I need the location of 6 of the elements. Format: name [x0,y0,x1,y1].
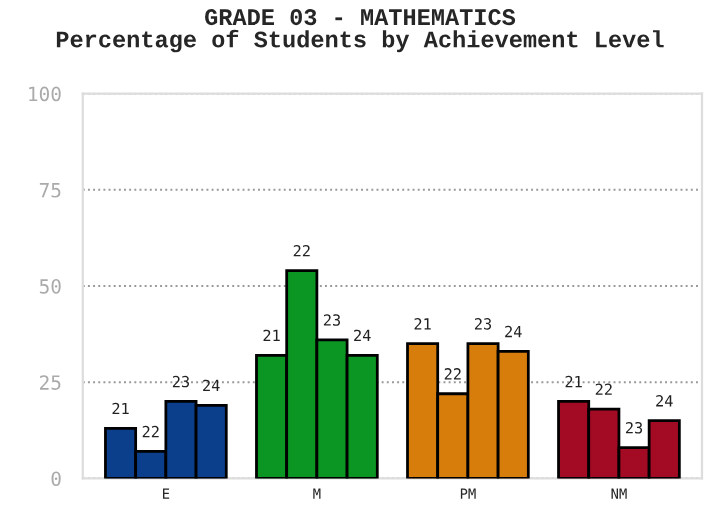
chart-title: GRADE 03 - MATHEMATICS Percentage of Students by Achievement Level [56,9,664,53]
y-tick-label: 100 [29,86,61,102]
y-tick-label: 75 [39,183,61,198]
y-tick-label: 25 [40,375,61,390]
y-tick-label: 50 [39,279,61,294]
y-tick-label: 0 [51,471,61,487]
